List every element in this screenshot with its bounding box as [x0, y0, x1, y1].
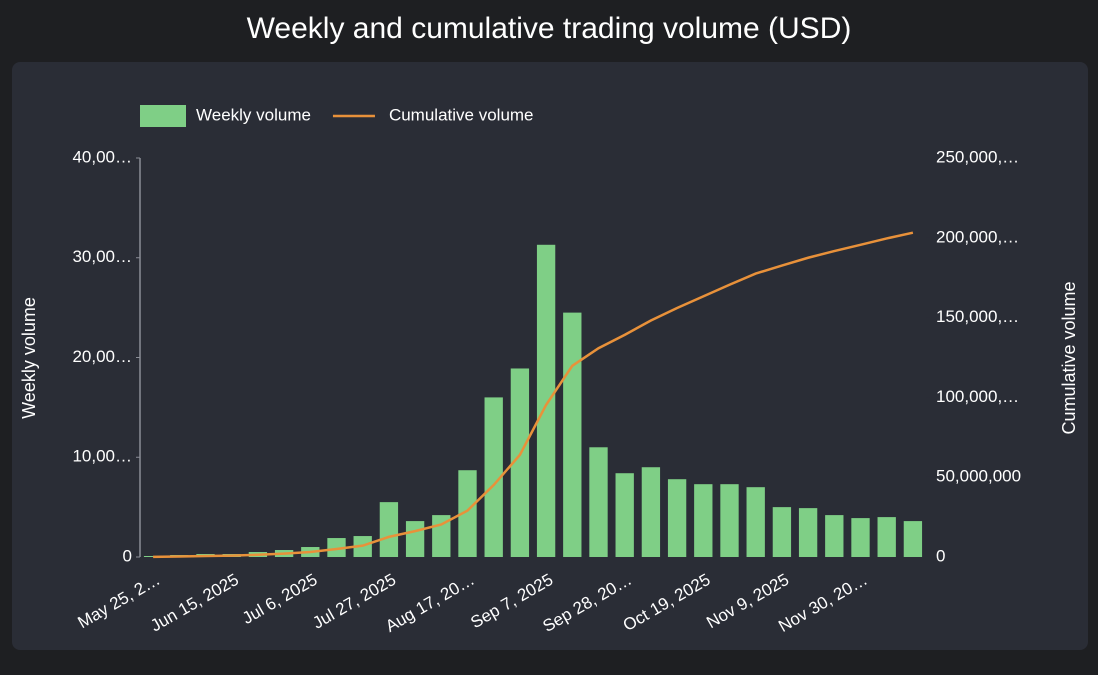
bar [694, 484, 713, 557]
y2-tick-label: 0 [936, 546, 945, 565]
y2-axis-title: Cumulative volume [1059, 281, 1079, 434]
bar [746, 487, 765, 557]
bar [772, 507, 792, 557]
legend-label: Cumulative volume [389, 105, 534, 124]
y-axis-title: Weekly volume [19, 297, 39, 419]
bar [877, 517, 896, 557]
bar [379, 502, 399, 557]
y-tick-label: 20,00… [72, 347, 132, 366]
bar [405, 521, 425, 557]
bar [851, 518, 870, 557]
y-tick-label: 40,00… [72, 147, 132, 166]
y2-tick-label: 250,000,… [936, 147, 1019, 166]
y2-tick-label: 150,000,… [936, 307, 1019, 326]
bar [458, 470, 477, 557]
chart-title: Weekly and cumulative trading volume (US… [247, 12, 852, 45]
y2-tick-label: 50,000,000 [936, 467, 1021, 486]
bar [825, 515, 844, 557]
y-tick-label: 0 [123, 546, 132, 565]
y-tick-label: 10,00… [72, 447, 132, 466]
y2-tick-label: 100,000,… [936, 387, 1019, 406]
bar [798, 508, 818, 557]
bar [510, 368, 530, 557]
legend-label: Weekly volume [196, 105, 311, 124]
bar [720, 484, 739, 557]
y2-tick-label: 200,000,… [936, 227, 1019, 246]
bar [641, 467, 661, 557]
legend-swatch [140, 105, 186, 127]
bar [589, 447, 608, 557]
y-tick-label: 30,00… [72, 247, 132, 266]
bar [615, 473, 634, 557]
bar [327, 538, 346, 557]
bar [903, 521, 923, 557]
line [153, 231, 914, 559]
bar [536, 244, 556, 557]
bar [563, 312, 582, 557]
bar [484, 397, 503, 557]
bar [667, 479, 687, 557]
